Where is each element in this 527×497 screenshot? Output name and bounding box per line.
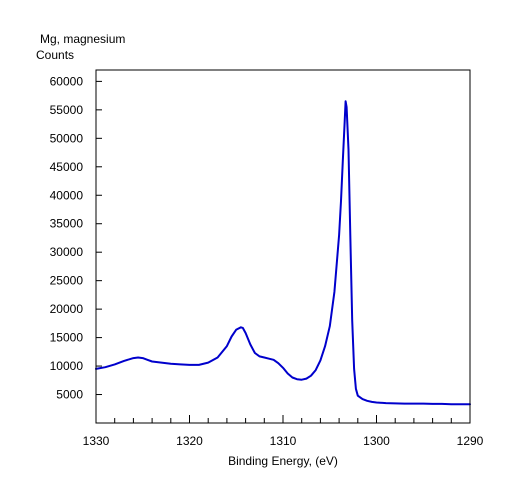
series-line (95, 100, 471, 406)
y-tick-label: 45000 (50, 160, 84, 174)
y-axis-label: Counts (36, 48, 74, 62)
y-tick-label: 35000 (50, 217, 84, 231)
x-tick-label: 1330 (83, 434, 110, 448)
x-tick-label: 1290 (457, 434, 484, 448)
y-tick-label: 20000 (50, 302, 84, 316)
x-tick-label: 1320 (176, 434, 203, 448)
series-group (95, 100, 471, 406)
plot-area-frame (95, 69, 471, 424)
x-tick-label: 1310 (270, 434, 297, 448)
x-axis-ticks: 1330 1320 1310 1300 1290 (83, 415, 484, 448)
y-tick-label: 5000 (56, 388, 83, 402)
x-axis-label: Binding Energy, (eV) (228, 454, 338, 468)
y-tick-label: 30000 (50, 245, 84, 259)
x-tick-label: 1300 (363, 434, 390, 448)
y-tick-label: 40000 (50, 188, 84, 202)
chart-title: Mg, magnesium (40, 32, 125, 46)
y-axis-ticks: 5000 10000 15000 20000 25000 30000 35000 40000 4… (50, 74, 102, 402)
y-tick-label: 25000 (50, 274, 84, 288)
y-tick-label: 10000 (50, 359, 84, 373)
y-tick-label: 60000 (50, 74, 84, 88)
y-tick-label: 55000 (50, 103, 84, 117)
y-tick-label: 15000 (50, 331, 84, 345)
y-tick-label: 50000 (50, 131, 84, 145)
